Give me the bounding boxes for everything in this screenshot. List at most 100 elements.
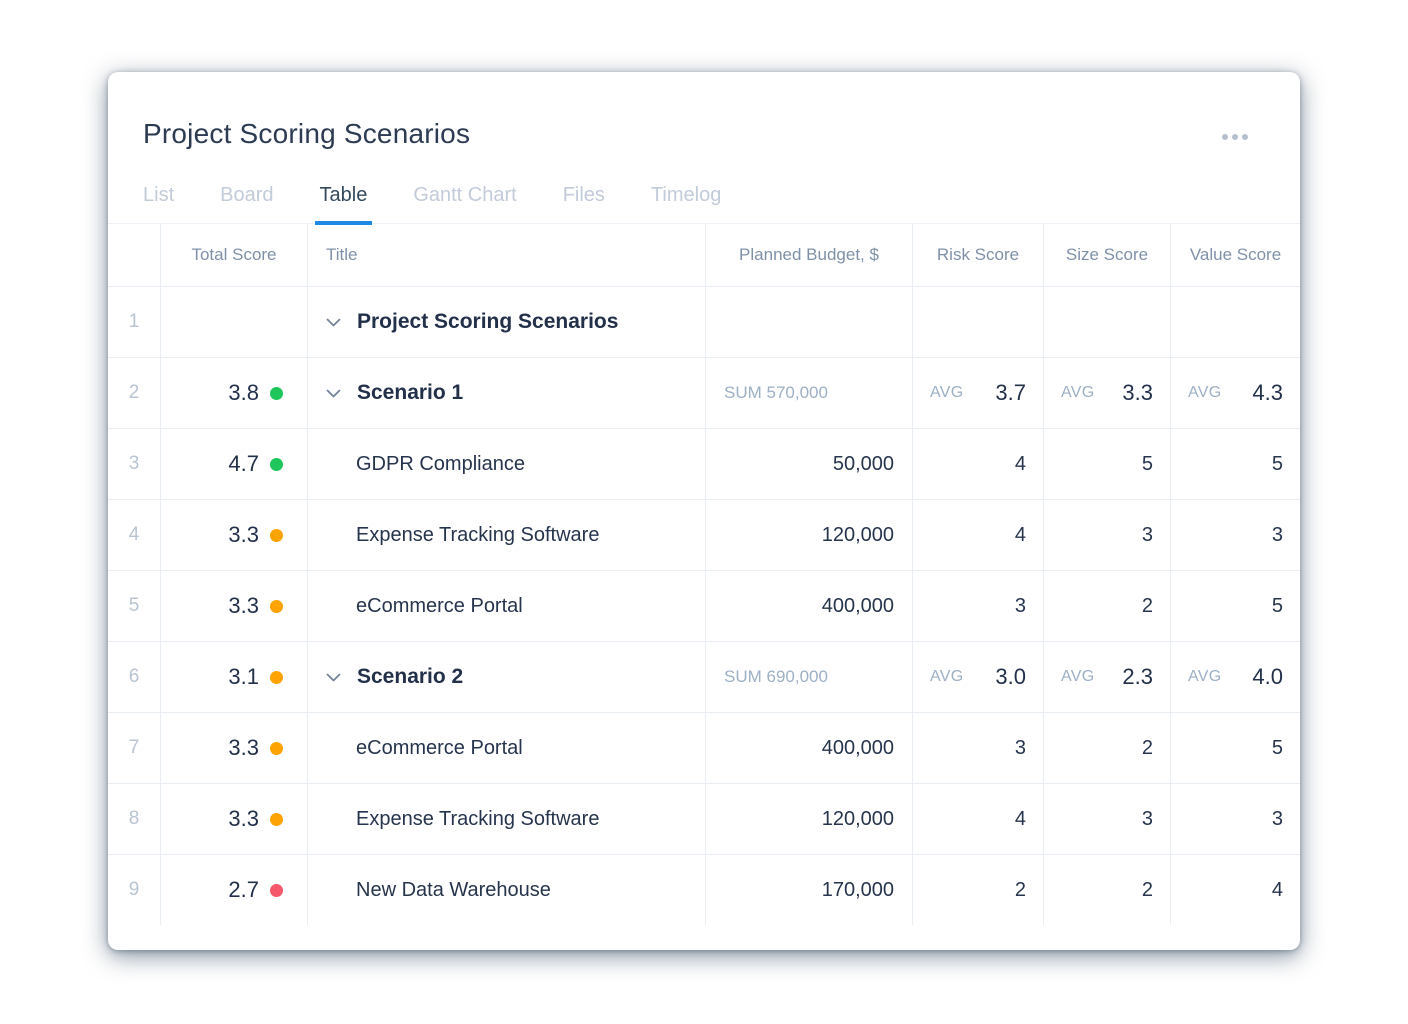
table-row-5[interactable]: 5 3.3 eCommerce Portal 400,000 3 2 5: [108, 570, 1300, 641]
budget-cell[interactable]: 120,000: [705, 784, 912, 854]
risk-score-cell[interactable]: 2: [912, 855, 1043, 925]
size-score-cell[interactable]: 3: [1043, 500, 1170, 570]
budget-cell[interactable]: 400,000: [705, 713, 912, 783]
total-score-cell[interactable]: 3.8: [160, 358, 307, 428]
column-header-total[interactable]: Total Score: [160, 224, 307, 286]
total-score-cell[interactable]: 4.7: [160, 429, 307, 499]
title-cell[interactable]: New Data Warehouse: [307, 855, 705, 925]
title-cell[interactable]: Scenario 1: [307, 358, 705, 428]
chevron-down-icon[interactable]: [326, 389, 341, 398]
title-cell[interactable]: Expense Tracking Software: [307, 784, 705, 854]
avg-label: AVG: [930, 668, 964, 685]
title-cell[interactable]: Scenario 2: [307, 642, 705, 712]
task-title: Scenario 2: [357, 665, 464, 688]
budget-cell[interactable]: SUM 570,000: [705, 358, 912, 428]
total-score-cell[interactable]: 2.7: [160, 855, 307, 925]
value-score-cell[interactable]: 3: [1170, 500, 1300, 570]
budget-cell[interactable]: [705, 287, 912, 357]
table-row-8[interactable]: 8 3.3 Expense Tracking Software 120,000 4 3 3: [108, 783, 1300, 854]
title-cell[interactable]: Expense Tracking Software: [307, 500, 705, 570]
table-body: 1 Project Scoring Scenarios 2 3.8 Scenario 1…: [108, 286, 1300, 925]
title-cell[interactable]: GDPR Compliance: [307, 429, 705, 499]
value-score-value: 4.0: [1252, 664, 1283, 689]
risk-score-cell[interactable]: AVG 3.0: [912, 642, 1043, 712]
task-title: eCommerce Portal: [356, 594, 523, 617]
size-score-cell[interactable]: 2: [1043, 571, 1170, 641]
size-score-cell[interactable]: 2: [1043, 855, 1170, 925]
tab-gantt-chart[interactable]: Gantt Chart: [413, 184, 517, 206]
size-score-value: 2.3: [1122, 664, 1153, 689]
column-header-title[interactable]: Title: [307, 224, 705, 286]
table-row-6[interactable]: 6 3.1 Scenario 2 SUM 690,000 AVG 3.0 AVG 2.3 AVG…: [108, 641, 1300, 712]
table-row-1[interactable]: 1 Project Scoring Scenarios: [108, 286, 1300, 357]
view-tabs: List Board Table Gantt Chart Files Timelog: [108, 184, 1300, 225]
size-score-cell[interactable]: 2: [1043, 713, 1170, 783]
total-score-value: 3.1: [228, 664, 259, 689]
table-row-3[interactable]: 3 4.7 GDPR Compliance 50,000 4 5 5: [108, 428, 1300, 499]
risk-score-cell[interactable]: AVG 3.7: [912, 358, 1043, 428]
row-number: 8: [128, 808, 140, 829]
title-cell[interactable]: eCommerce Portal: [307, 571, 705, 641]
size-score-cell[interactable]: AVG 2.3: [1043, 642, 1170, 712]
value-score-cell[interactable]: 5: [1170, 429, 1300, 499]
value-score-value: 3: [1271, 523, 1283, 546]
column-header-budget[interactable]: Planned Budget, $: [705, 224, 912, 286]
task-title: Expense Tracking Software: [356, 523, 600, 546]
chevron-down-icon[interactable]: [326, 318, 341, 327]
total-score-cell[interactable]: 3.3: [160, 784, 307, 854]
risk-score-cell[interactable]: 4: [912, 784, 1043, 854]
value-score-cell[interactable]: AVG 4.3: [1170, 358, 1300, 428]
title-cell[interactable]: Project Scoring Scenarios: [307, 287, 705, 357]
value-score-cell[interactable]: 5: [1170, 571, 1300, 641]
risk-score-cell[interactable]: 4: [912, 429, 1043, 499]
risk-score-cell[interactable]: [912, 287, 1043, 357]
title-cell[interactable]: eCommerce Portal: [307, 713, 705, 783]
row-number: 5: [128, 595, 140, 616]
total-score-cell[interactable]: 3.1: [160, 642, 307, 712]
tab-board[interactable]: Board: [220, 184, 274, 206]
budget-cell[interactable]: SUM 690,000: [705, 642, 912, 712]
total-score-cell[interactable]: 3.3: [160, 500, 307, 570]
tab-files[interactable]: Files: [562, 184, 605, 206]
value-score-cell[interactable]: 4: [1170, 855, 1300, 925]
chevron-down-icon[interactable]: [326, 673, 341, 682]
risk-score-cell[interactable]: 4: [912, 500, 1043, 570]
total-score-value: 3.3: [228, 593, 259, 618]
size-score-cell[interactable]: AVG 3.3: [1043, 358, 1170, 428]
total-score-cell[interactable]: [160, 287, 307, 357]
value-score-cell[interactable]: [1170, 287, 1300, 357]
total-score-cell[interactable]: 3.3: [160, 713, 307, 783]
size-score-cell[interactable]: 5: [1043, 429, 1170, 499]
tab-timelog[interactable]: Timelog: [650, 184, 722, 206]
tab-table[interactable]: Table: [314, 184, 373, 225]
risk-score-cell[interactable]: 3: [912, 713, 1043, 783]
total-score-cell[interactable]: 3.3: [160, 571, 307, 641]
risk-score-cell[interactable]: 3: [912, 571, 1043, 641]
value-score-cell[interactable]: 3: [1170, 784, 1300, 854]
table-row-9[interactable]: 9 2.7 New Data Warehouse 170,000 2 2 4: [108, 854, 1300, 925]
value-score-cell[interactable]: AVG 4.0: [1170, 642, 1300, 712]
status-dot-green-icon: [270, 386, 283, 400]
row-number: 3: [128, 453, 140, 474]
column-header-value[interactable]: Value Score: [1170, 224, 1300, 286]
budget-cell[interactable]: 400,000: [705, 571, 912, 641]
more-menu-button[interactable]: [1216, 128, 1254, 146]
size-score-value: 3: [1141, 807, 1153, 830]
task-title: Project Scoring Scenarios: [357, 310, 619, 333]
table-row-2[interactable]: 2 3.8 Scenario 1 SUM 570,000 AVG 3.7 AVG 3.3 AVG…: [108, 357, 1300, 428]
budget-cell[interactable]: 50,000: [705, 429, 912, 499]
size-score-cell[interactable]: [1043, 287, 1170, 357]
budget-cell[interactable]: 170,000: [705, 855, 912, 925]
budget-cell[interactable]: 120,000: [705, 500, 912, 570]
column-header-size[interactable]: Size Score: [1043, 224, 1170, 286]
value-score-value: 3: [1271, 807, 1283, 830]
column-header-risk[interactable]: Risk Score: [912, 224, 1043, 286]
tab-list[interactable]: List: [143, 184, 175, 206]
table-row-4[interactable]: 4 3.3 Expense Tracking Software 120,000 4 3 3: [108, 499, 1300, 570]
avg-label: AVG: [1061, 384, 1095, 401]
total-score-value: 4.7: [228, 451, 259, 476]
task-title: GDPR Compliance: [356, 452, 525, 475]
value-score-cell[interactable]: 5: [1170, 713, 1300, 783]
table-row-7[interactable]: 7 3.3 eCommerce Portal 400,000 3 2 5: [108, 712, 1300, 783]
size-score-cell[interactable]: 3: [1043, 784, 1170, 854]
